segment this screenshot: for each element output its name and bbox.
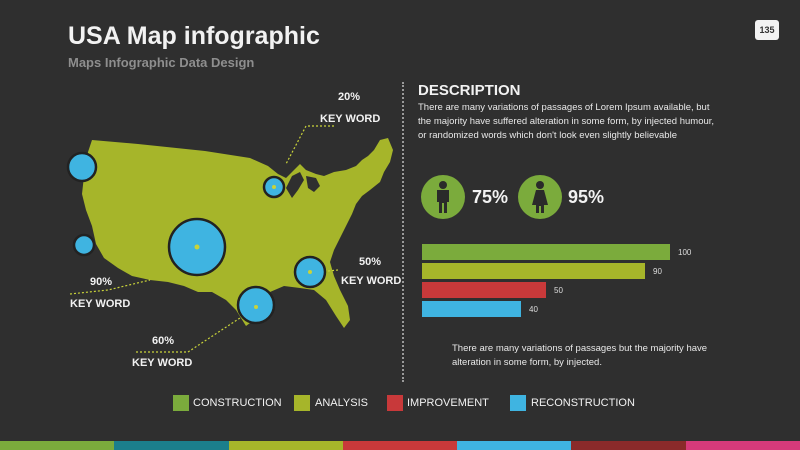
footer-stripe-segment — [229, 441, 344, 450]
male-stat-circle — [421, 175, 465, 219]
legend-swatch-improvement — [387, 395, 403, 411]
callout-percent-3: 50% — [359, 256, 382, 268]
female-percent: 95% — [568, 187, 605, 207]
bar-4 — [422, 301, 521, 317]
page-subtitle: Maps Infographic Data Design — [68, 55, 255, 70]
page-title: USA Map infographic — [68, 22, 320, 50]
leader-90 — [69, 279, 151, 295]
legend-swatch-construction — [173, 395, 189, 411]
female-stat-circle — [518, 175, 562, 219]
description-body: There are many variations of passages of… — [418, 102, 715, 141]
bar-3-value: 50 — [554, 286, 563, 295]
male-percent: 75% — [472, 187, 509, 207]
legend-label-reconstruction: RECONSTRUCTION — [531, 397, 635, 409]
callout-percent-4: 60% — [152, 335, 175, 347]
section-divider — [402, 82, 404, 382]
bar-1-value: 100 — [678, 248, 692, 257]
legend-label-analysis: ANALYSIS — [315, 397, 368, 409]
callout-keyword-1: KEY WORD — [320, 113, 381, 125]
legend-label-improvement: IMPROVEMENT — [407, 397, 489, 409]
bar-1 — [422, 244, 670, 260]
footer-stripe-segment — [0, 441, 115, 450]
legend-swatch-analysis — [294, 395, 310, 411]
great-lakes-shape — [286, 172, 304, 198]
map-circle-northwest — [66, 151, 98, 183]
description-title: DESCRIPTION — [418, 82, 521, 99]
leader-20 — [285, 125, 334, 165]
female-icon — [532, 181, 548, 213]
leader-60 — [136, 317, 241, 353]
callout-percent-2: 90% — [90, 276, 113, 288]
callout-keyword-2: KEY WORD — [70, 298, 131, 310]
callout-keyword-3: KEY WORD — [341, 275, 402, 287]
footer-stripe-segment — [571, 441, 686, 450]
note-text: There are many variations of passages bu… — [452, 343, 708, 368]
footer-stripe-segment — [686, 441, 800, 450]
page-number-badge: 135 — [755, 20, 779, 40]
circle-dots — [194, 185, 312, 309]
bar-3 — [422, 282, 546, 298]
callout-keyword-4: KEY WORD — [132, 357, 193, 369]
bar-4-value: 40 — [529, 305, 538, 314]
lake-michigan-shape — [306, 176, 320, 192]
bar-2-value: 90 — [653, 267, 662, 276]
footer-stripe-segment — [343, 441, 458, 450]
male-icon — [437, 181, 449, 213]
legend-label-construction: CONSTRUCTION — [193, 397, 282, 409]
footer-stripe-segment — [457, 441, 572, 450]
bar-2 — [422, 263, 645, 279]
map-circle-west — [72, 233, 96, 257]
legend-swatch-reconstruction — [510, 395, 526, 411]
callout-percent-1: 20% — [338, 91, 361, 103]
footer-stripe-segment — [114, 441, 229, 450]
